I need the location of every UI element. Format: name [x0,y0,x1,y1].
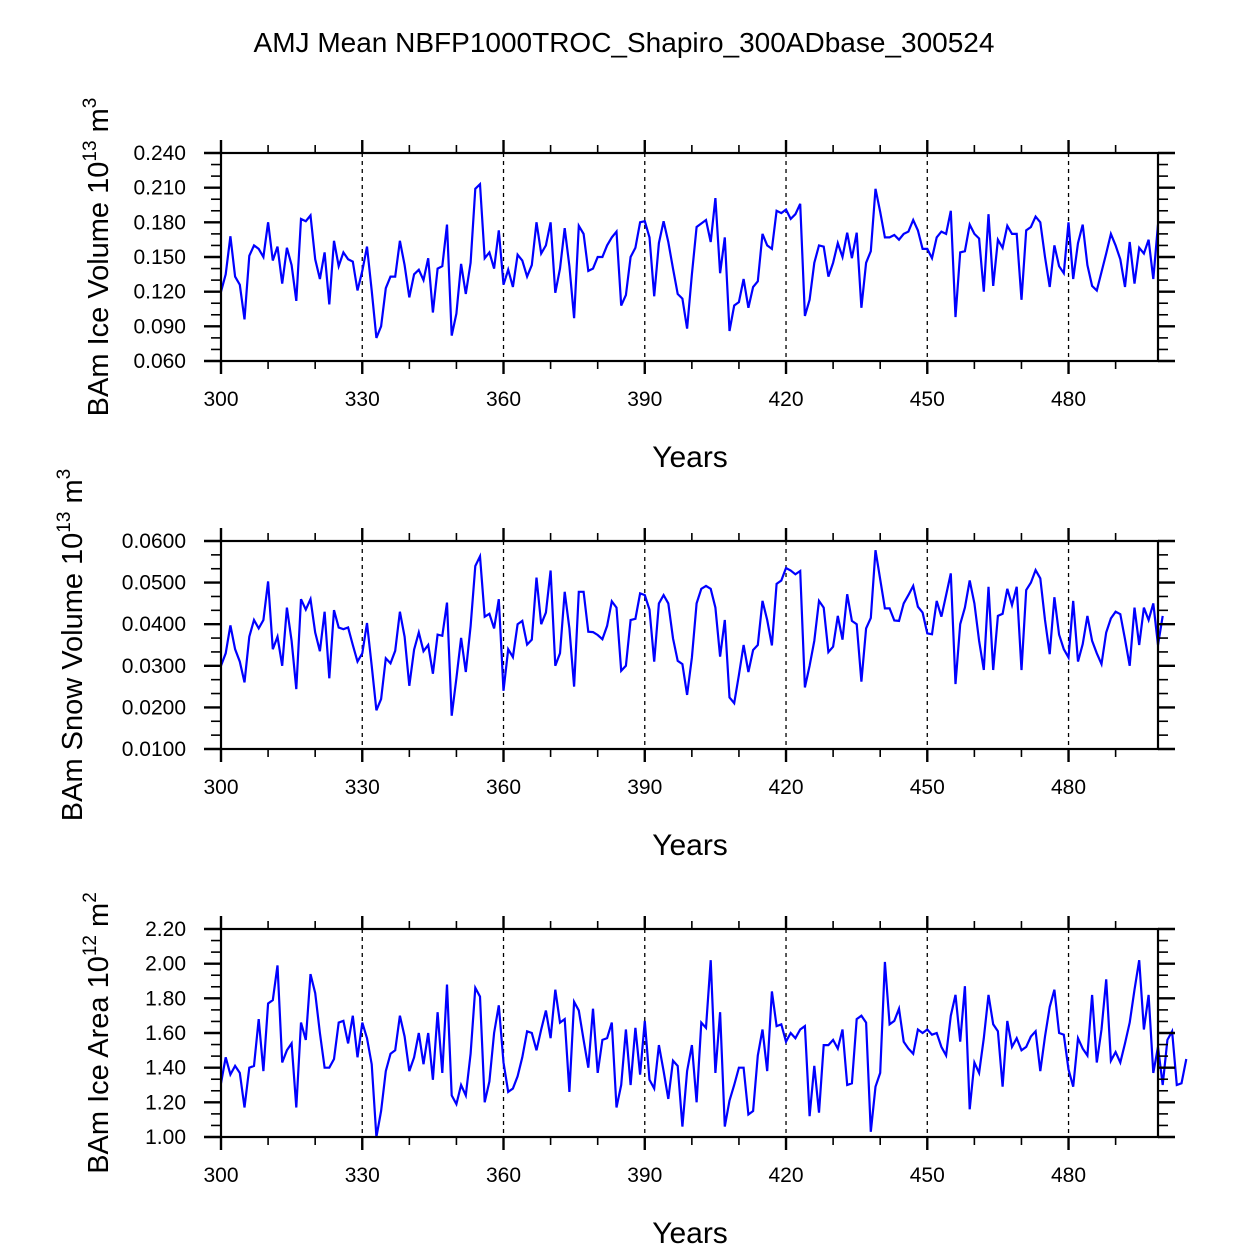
plot-frame [219,539,1160,751]
y-label-unit: m [83,903,115,935]
x-tick-label: 300 [203,1164,238,1187]
y-label-main: BAm Ice Area 10 [83,956,115,1174]
x-tick-label: 360 [486,776,521,799]
y-tick-label: 1.80 [145,987,186,1010]
panel-3: 300 330 360 390 420 450 480 1.00 1.20 1.40 1.60 1.8… [80,892,1188,1249]
data-series-line [219,960,1188,1138]
y-label-main: BAm Snow Volume 10 [57,533,89,822]
y-tick-label: 1.40 [145,1057,186,1080]
y-tick-label: 0.0500 [122,572,186,595]
x-axis-label: Years [652,1217,728,1249]
y-tick-label: 1.20 [145,1091,186,1114]
y-tick-label: 0.0200 [122,696,186,719]
x-tick-label: 420 [769,776,804,799]
y-tick-label: 0.090 [133,315,186,338]
x-tick-label: 450 [910,776,945,799]
data-series-line [219,550,1164,716]
panel-2: 300 330 360 390 420 450 480 0.0100 0.0200 0.0300 0… [54,469,1175,862]
y-label-unit-exponent: 3 [54,469,75,480]
x-tick-label: 450 [910,388,945,411]
y-label-exponent: 13 [80,140,101,161]
x-tick-label: 330 [345,776,380,799]
y-tick-label: 0.0400 [122,613,186,636]
x-axis-label: Years [652,829,728,862]
x-tick-label: 450 [910,1164,945,1187]
y-tick-label: 1.60 [145,1022,186,1045]
y-tick-label: 0.150 [133,246,186,269]
data-series-line [219,181,1160,339]
chart-title: AMJ Mean NBFP1000TROC_Shapiro_300ADbase_… [254,27,995,58]
y-tick-label: 2.00 [145,953,186,976]
y-tick-label: 0.0300 [122,655,186,678]
y-label-exponent: 13 [54,512,75,533]
x-tick-label: 330 [345,388,380,411]
x-tick-label: 330 [345,1164,380,1187]
y-tick-label: 0.060 [133,350,186,373]
x-axis-label: Years [652,441,728,474]
x-tick-label: 300 [203,776,238,799]
y-label-unit: m [83,108,115,140]
y-label-unit-exponent: 3 [80,98,101,109]
x-tick-label: 390 [627,388,662,411]
x-tick-label: 480 [1051,1164,1086,1187]
y-tick-label: 0.0100 [122,738,186,761]
x-tick-label: 360 [486,1164,521,1187]
y-tick-label: 0.180 [133,211,186,234]
y-axis-label: BAm Snow Volume 1013 m3 [54,469,89,821]
x-tick-label: 480 [1051,388,1086,411]
y-tick-label: 0.120 [133,281,186,304]
y-axis-label: BAm Ice Area 1012 m2 [80,892,115,1174]
x-tick-label: 390 [627,1164,662,1187]
y-tick-label: 0.240 [133,142,186,165]
y-tick-label: 0.210 [133,177,186,200]
x-tick-label: 360 [486,388,521,411]
y-axis-label: BAm Ice Volume 1013 m3 [80,98,115,417]
x-tick-label: 390 [627,776,662,799]
panel-1: 300 330 360 390 420 450 480 0.060 0.090 0.120 0.15… [80,98,1175,474]
x-tick-label: 300 [203,388,238,411]
y-tick-label: 1.00 [145,1126,186,1149]
x-tick-label: 420 [769,1164,804,1187]
y-label-unit: m [57,479,89,511]
y-label-unit-exponent: 2 [80,892,101,903]
y-tick-label: 2.20 [145,918,186,941]
y-tick-label: 0.0600 [122,530,186,553]
x-tick-label: 420 [769,388,804,411]
y-label-exponent: 12 [80,935,101,956]
y-label-main: BAm Ice Volume 10 [83,162,115,417]
x-tick-label: 480 [1051,776,1086,799]
